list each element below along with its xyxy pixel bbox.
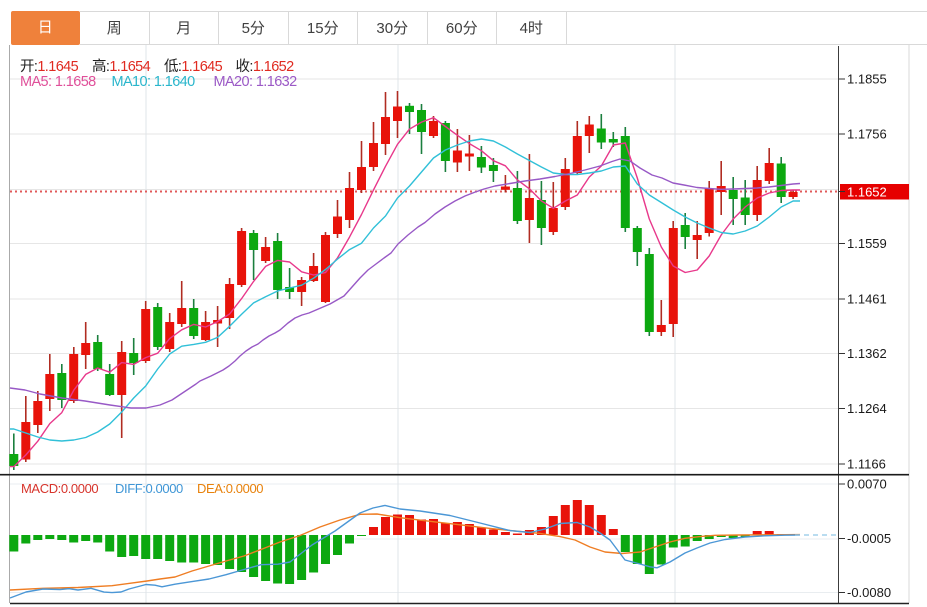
svg-text:1.1264: 1.1264 bbox=[847, 401, 887, 416]
svg-text:1.1461: 1.1461 bbox=[847, 292, 887, 307]
svg-text:1.1362: 1.1362 bbox=[847, 346, 887, 361]
svg-text:-0.0080: -0.0080 bbox=[847, 585, 891, 600]
svg-text:1.1756: 1.1756 bbox=[847, 127, 887, 142]
svg-text:0.0070: 0.0070 bbox=[847, 477, 887, 492]
svg-text:1.1166: 1.1166 bbox=[847, 457, 886, 472]
svg-text:1.1855: 1.1855 bbox=[847, 72, 887, 87]
svg-text:1.1559: 1.1559 bbox=[847, 236, 887, 251]
svg-text:-0.0005: -0.0005 bbox=[847, 531, 891, 546]
svg-text:1.1652: 1.1652 bbox=[847, 185, 887, 200]
